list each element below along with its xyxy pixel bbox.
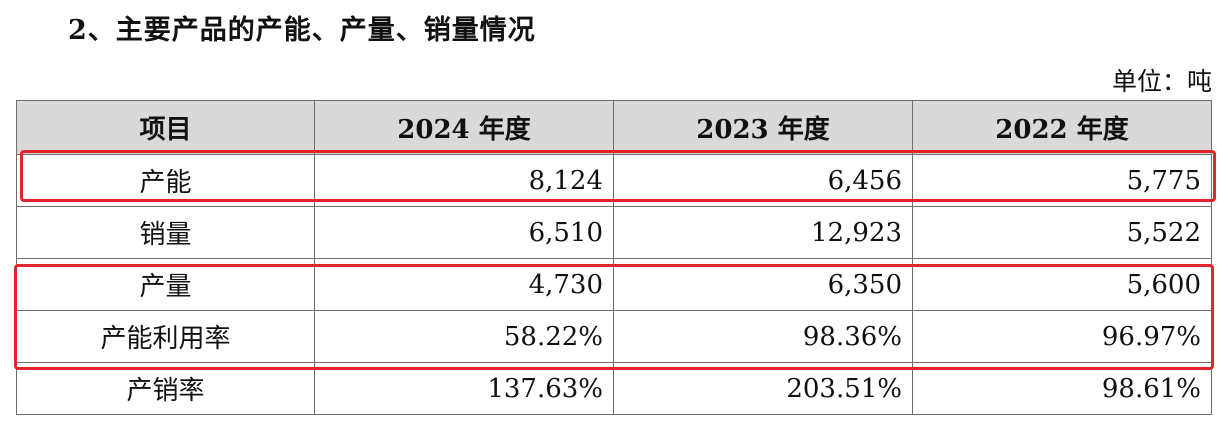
table-header-row: 项目 2024 年度 2023 年度 2022 年度 — [16, 100, 1212, 155]
header-2024: 2024 年度 — [314, 100, 614, 155]
row-label: 产能利用率 — [16, 310, 315, 363]
header-2022: 2022 年度 — [912, 100, 1212, 155]
cell-value: 12,923 — [613, 206, 913, 259]
cell-value: 137.63% — [314, 362, 614, 415]
header-item: 项目 — [16, 100, 315, 155]
cell-value: 6,456 — [613, 154, 913, 207]
row-label: 产销率 — [16, 362, 315, 415]
row-label: 产能 — [16, 154, 315, 207]
cell-value: 98.61% — [912, 362, 1212, 415]
cell-value: 5,522 — [912, 206, 1212, 259]
cell-value: 6,350 — [613, 258, 913, 311]
cell-value: 96.97% — [912, 310, 1212, 363]
table-row: 产量 4,730 6,350 5,600 — [16, 258, 1212, 311]
table-row: 产能 8,124 6,456 5,775 — [16, 154, 1212, 207]
cell-value: 5,775 — [912, 154, 1212, 207]
unit-label: 单位：吨 — [1111, 67, 1212, 96]
header-2023: 2023 年度 — [613, 100, 913, 155]
table-row: 销量 6,510 12,923 5,522 — [16, 206, 1212, 259]
table-row: 产能利用率 58.22% 98.36% 96.97% — [16, 310, 1212, 363]
table-row: 产销率 137.63% 203.51% 98.61% — [16, 362, 1212, 415]
row-label: 销量 — [16, 206, 315, 259]
cell-value: 58.22% — [314, 310, 614, 363]
cell-value: 203.51% — [613, 362, 913, 415]
cell-value: 4,730 — [314, 258, 614, 311]
capacity-table: 项目 2024 年度 2023 年度 2022 年度 产能 8,124 6,45… — [16, 100, 1212, 415]
cell-value: 5,600 — [912, 258, 1212, 311]
cell-value: 98.36% — [613, 310, 913, 363]
cell-value: 8,124 — [314, 154, 614, 207]
row-label: 产量 — [16, 258, 315, 311]
section-heading: 2、主要产品的产能、产量、销量情况 — [68, 15, 536, 46]
cell-value: 6,510 — [314, 206, 614, 259]
